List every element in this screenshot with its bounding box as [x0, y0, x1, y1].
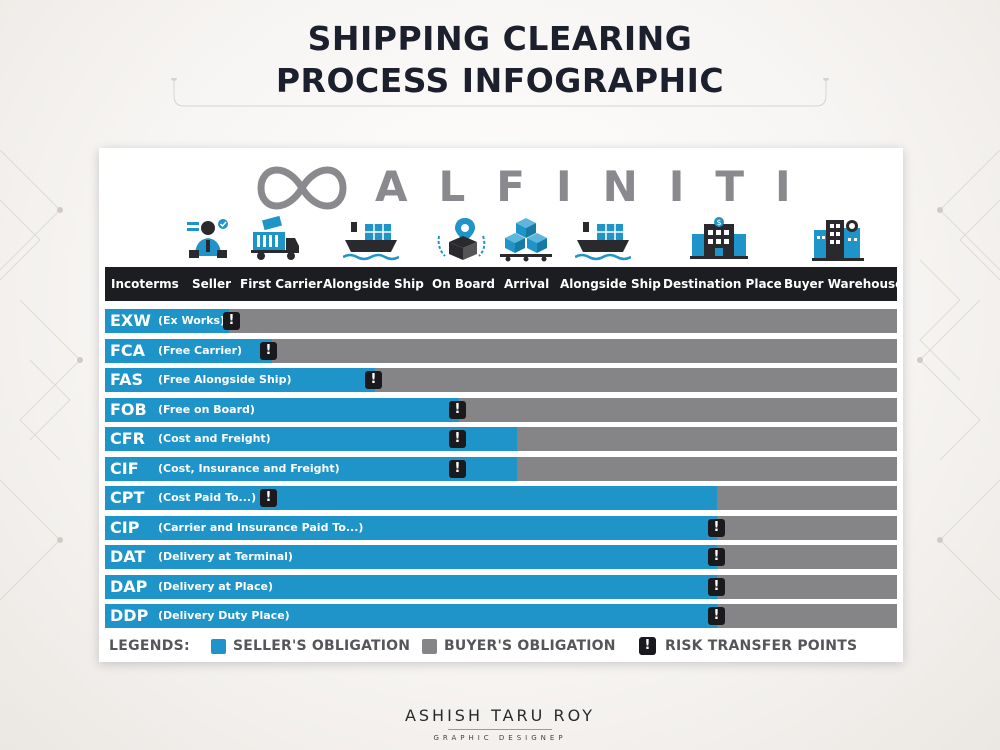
risk-transfer-marker: !: [708, 518, 725, 537]
seller-obligation-bar: [105, 427, 517, 451]
legend-risk-marker: !: [639, 637, 656, 655]
incoterm-code: DAP: [110, 576, 148, 596]
incoterm-name: (Free Alongside Ship): [158, 373, 292, 386]
incoterm-row-cip: CIP (Carrier and Insurance Paid To...) !: [105, 515, 897, 540]
designer-name: ASHISH TARU ROY: [404, 706, 596, 725]
seller-obligation-bar: [105, 604, 717, 628]
legend-risk-label: RISK TRANSFER POINTS: [665, 638, 858, 654]
legend-seller-swatch: [211, 639, 226, 654]
incoterm-code: DDP: [110, 606, 149, 625]
incoterm-row-dap: DAP (Delivery at Place) !: [105, 574, 897, 599]
buyer-warehouse-icon: [812, 216, 864, 262]
risk-transfer-marker: !: [708, 548, 725, 566]
incoterms-header: Incoterms Seller First Carrier Alongside…: [105, 267, 903, 301]
arrival-icon: [498, 216, 554, 262]
risk-transfer-marker: !: [260, 489, 277, 507]
risk-transfer-marker: !: [223, 312, 240, 330]
incoterm-code: EXW: [110, 311, 151, 330]
designer-subtitle: GRAPHIC DESIGNEP: [433, 734, 567, 742]
incoterm-row-cfr: CFR (Cost and Freight) !: [105, 427, 897, 451]
svg-text:$: $: [716, 218, 721, 227]
on-board-icon: [435, 216, 487, 262]
incoterm-row-exw: EXW (Ex Works) !: [105, 309, 897, 333]
risk-transfer-marker: !: [449, 400, 466, 419]
infinity-icon: [257, 166, 347, 210]
page-title: SHIPPING CLEARING PROCESS INFOGRAPHIC: [0, 18, 1000, 102]
column-header-buyer-warehouse: Buyer Warehouse: [784, 277, 904, 291]
column-header-arrival: Arrival: [504, 277, 550, 291]
seller-obligation-bar: [105, 338, 272, 363]
incoterm-code: FAS: [110, 370, 143, 389]
company-logo: ALFINITI: [99, 158, 903, 218]
incoterm-name: (Free on Board): [158, 402, 255, 416]
legend-seller-label: SELLER'S OBLIGATION: [233, 638, 411, 654]
risk-transfer-marker: !: [708, 577, 725, 596]
alongside-ship-icon: [343, 216, 399, 262]
risk-transfer-marker: !: [449, 459, 466, 478]
column-header-first-carrier: First Carrier: [240, 277, 323, 291]
incoterm-row-ddp: DDP (Delivery Duty Place) !: [105, 604, 897, 628]
seller-obligation-bar: [105, 545, 717, 569]
risk-transfer-marker: !: [708, 607, 725, 625]
column-header-seller: Seller: [192, 277, 232, 291]
title-underline-decoration: [171, 78, 829, 107]
column-header-destination-place: Destination Place: [663, 277, 782, 291]
incoterm-name: (Ex Works): [158, 314, 226, 327]
legend: LEGENDS: SELLER'S OBLIGATION BUYER'S OBL…: [99, 636, 903, 658]
column-header-alongside-ship-destination: Alongside Ship: [560, 277, 661, 291]
title-line-1: SHIPPING CLEARING: [307, 19, 693, 58]
incoterm-code: FCA: [110, 340, 146, 360]
destination-place-icon: $: [690, 216, 748, 262]
incoterm-code: CPT: [110, 488, 145, 507]
seller-obligation-bar: [105, 456, 517, 481]
incoterms-card: ALFINITI: [99, 148, 903, 662]
seller-obligation-bar: [105, 574, 717, 599]
risk-transfer-marker: !: [449, 430, 466, 448]
incoterm-name: (Cost, Insurance and Freight): [158, 461, 340, 475]
incoterm-name: (Free Carrier): [158, 343, 243, 357]
incoterm-code: DAT: [110, 547, 146, 566]
incoterm-row-fob: FOB (Free on Board) !: [105, 397, 897, 422]
incoterm-row-fas: FAS (Free Alongside Ship) !: [105, 368, 897, 392]
incoterm-row-cpt: CPT (Cost Paid To...) !: [105, 486, 897, 510]
seller-obligation-bar: [105, 397, 459, 422]
first-carrier-truck-icon: [249, 216, 301, 262]
incoterm-code: FOB: [110, 399, 147, 419]
column-header-alongside-ship: Alongside Ship: [323, 277, 424, 291]
legend-buyer-swatch: [422, 639, 437, 654]
risk-transfer-marker: !: [365, 371, 382, 389]
seller-obligation-bar: [105, 309, 229, 333]
seller-obligation-bar: [105, 368, 375, 392]
seller-icon: [185, 216, 231, 262]
incoterm-name: (Delivery Duty Place): [158, 609, 290, 622]
legend-buyer-label: BUYER'S OBLIGATION: [444, 638, 616, 654]
footer-divider: [448, 729, 552, 730]
seller-obligation-bar: [105, 515, 717, 540]
title-line-2: PROCESS INFOGRAPHIC: [275, 61, 725, 100]
logo-text: ALFINITI: [375, 162, 822, 211]
incoterm-row-dat: DAT (Delivery at Terminal) !: [105, 545, 897, 569]
incoterm-code: CIP: [110, 517, 140, 537]
incoterm-code: CIF: [110, 458, 139, 478]
risk-transfer-marker: !: [260, 341, 277, 360]
incoterm-code: CFR: [110, 429, 145, 448]
alongside-ship-icon: [575, 216, 631, 262]
incoterm-name: (Cost Paid To...): [158, 491, 257, 504]
column-header-incoterms: Incoterms: [111, 277, 179, 291]
incoterm-row-cif: CIF (Cost, Insurance and Freight) !: [105, 456, 897, 481]
incoterm-name: (Carrier and Insurance Paid To...): [158, 520, 364, 534]
legend-title: LEGENDS:: [109, 638, 190, 654]
incoterm-name: (Delivery at Place): [158, 579, 273, 593]
incoterm-row-fca: FCA (Free Carrier) !: [105, 338, 897, 363]
incoterm-name: (Cost and Freight): [158, 432, 271, 445]
incoterm-name: (Delivery at Terminal): [158, 550, 293, 563]
seller-obligation-bar: [105, 486, 717, 510]
column-header-on-board: On Board: [432, 277, 495, 291]
